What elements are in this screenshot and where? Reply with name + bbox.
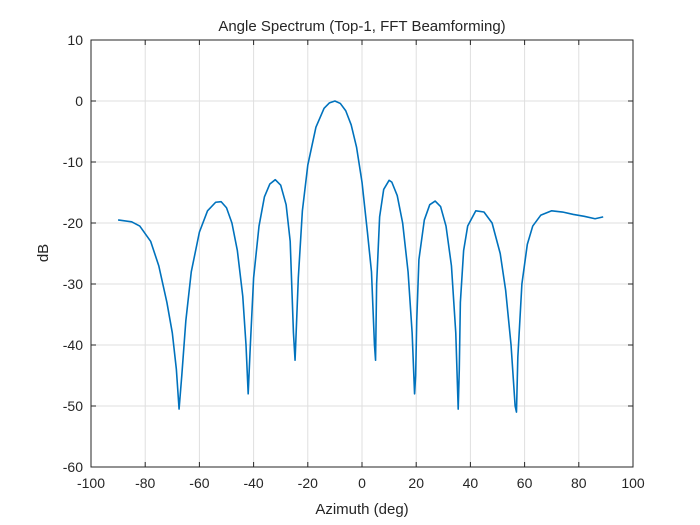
series-layer bbox=[117, 100, 604, 413]
y-tick-label: 0 bbox=[75, 93, 83, 109]
x-tick-label: -60 bbox=[189, 475, 209, 491]
x-tick-label: -80 bbox=[135, 475, 155, 491]
x-tick-label: 20 bbox=[408, 475, 424, 491]
grid-lines bbox=[91, 40, 633, 467]
y-tick-label: -50 bbox=[63, 398, 83, 414]
y-axis-label: dB bbox=[35, 244, 52, 262]
y-tick-labels: -60 -50 -40 -30 -20 -10 0 10 bbox=[63, 32, 83, 475]
x-tick-labels: -100 -80 -60 -40 -20 0 20 40 60 80 100 bbox=[77, 475, 645, 491]
x-tick-label: -100 bbox=[77, 475, 105, 491]
y-tick-label: 10 bbox=[67, 32, 83, 48]
y-tick-label: -30 bbox=[63, 276, 83, 292]
y-tick-label: -10 bbox=[63, 154, 83, 170]
x-tick-label: 60 bbox=[517, 475, 533, 491]
y-tick-label: -60 bbox=[63, 459, 83, 475]
y-tick-label: -40 bbox=[63, 337, 83, 353]
y-tick-label: -20 bbox=[63, 215, 83, 231]
axis-ticks bbox=[90, 39, 634, 468]
x-tick-label: 40 bbox=[463, 475, 479, 491]
x-tick-label: 80 bbox=[571, 475, 587, 491]
x-tick-label: -40 bbox=[243, 475, 263, 491]
x-tick-label: 0 bbox=[358, 475, 366, 491]
series-line bbox=[117, 100, 604, 413]
x-axis-label: Azimuth (deg) bbox=[315, 501, 408, 518]
chart-title: Angle Spectrum (Top-1, FFT Beamforming) bbox=[218, 18, 505, 35]
x-tick-label: 100 bbox=[621, 475, 645, 491]
x-tick-label: -20 bbox=[298, 475, 318, 491]
